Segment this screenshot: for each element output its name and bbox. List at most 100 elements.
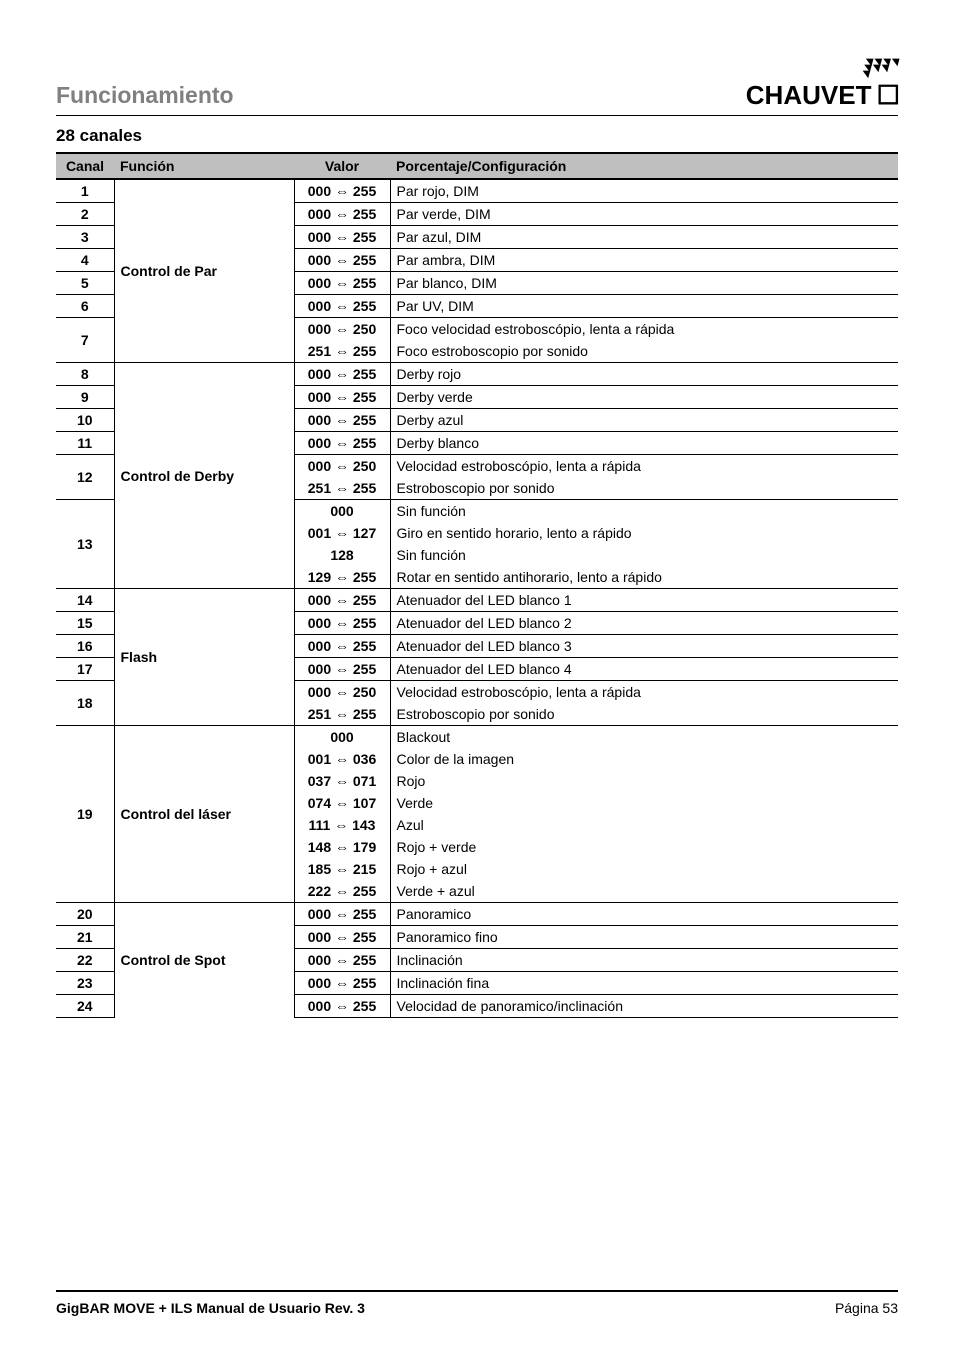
valor-cell: 000 ⇔ 255 [294,179,390,203]
table-row: 8Control de Derby000 ⇔ 255Derby rojo [56,363,898,386]
header-row: Funcionamiento ◥◥◥◥◥◥◥◥ CHAUVET ☐ [56,60,898,111]
footer-right: Página 53 [835,1300,898,1316]
config-cell: Rotar en sentido antihorario, lento a rá… [390,566,898,589]
valor-cell: 001 ⇔ 127 [294,522,390,544]
valor-cell: 000 ⇔ 255 [294,635,390,658]
valor-cell: 000 ⇔ 255 [294,226,390,249]
config-cell: Verde [390,792,898,814]
config-cell: Giro en sentido horario, lento a rápido [390,522,898,544]
canal-cell: 24 [56,995,114,1018]
canal-cell: 2 [56,203,114,226]
config-cell: Sin función [390,500,898,523]
footer: GigBAR MOVE + ILS Manual de Usuario Rev.… [56,1290,898,1316]
table-row: 20Control de Spot000 ⇔ 255Panoramico [56,903,898,926]
valor-cell: 000 ⇔ 255 [294,949,390,972]
canal-cell: 20 [56,903,114,926]
valor-cell: 000 ⇔ 250 [294,318,390,341]
valor-cell: 251 ⇔ 255 [294,340,390,363]
valor-cell: 185 ⇔ 215 [294,858,390,880]
logo-text: CHAUVET [746,80,872,110]
valor-cell: 251 ⇔ 255 [294,703,390,726]
config-cell: Derby verde [390,386,898,409]
valor-cell: 001 ⇔ 036 [294,748,390,770]
config-cell: Velocidad de panoramico/inclinación [390,995,898,1018]
config-cell: Par rojo, DIM [390,179,898,203]
subheading: 28 canales [56,126,898,146]
config-cell: Rojo + azul [390,858,898,880]
brand-logo: ◥◥◥◥◥◥◥◥ CHAUVET ☐ [746,60,898,111]
config-cell: Derby blanco [390,432,898,455]
table-row: 19Control del láser000Blackout [56,726,898,749]
table-row: 14Flash000 ⇔ 255Atenuador del LED blanco… [56,589,898,612]
canal-cell: 12 [56,455,114,500]
config-cell: Estroboscopio por sonido [390,477,898,500]
valor-cell: 000 ⇔ 255 [294,386,390,409]
footer-row: GigBAR MOVE + ILS Manual de Usuario Rev.… [56,1300,898,1316]
canal-cell: 6 [56,295,114,318]
config-cell: Par ambra, DIM [390,249,898,272]
valor-cell: 000 ⇔ 255 [294,295,390,318]
funcion-cell: Control del láser [114,726,294,903]
valor-cell: 000 ⇔ 255 [294,363,390,386]
config-cell: Atenuador del LED blanco 3 [390,635,898,658]
page: Funcionamiento ◥◥◥◥◥◥◥◥ CHAUVET ☐ 28 can… [0,0,954,1350]
valor-cell: 129 ⇔ 255 [294,566,390,589]
valor-cell: 000 ⇔ 255 [294,995,390,1018]
canal-cell: 11 [56,432,114,455]
valor-cell: 148 ⇔ 179 [294,836,390,858]
canal-cell: 7 [56,318,114,363]
config-cell: Blackout [390,726,898,749]
valor-cell: 251 ⇔ 255 [294,477,390,500]
col-valor: Valor [294,153,390,179]
canal-cell: 3 [56,226,114,249]
funcion-cell: Control de Par [114,179,294,363]
canal-cell: 22 [56,949,114,972]
config-cell: Derby rojo [390,363,898,386]
canal-cell: 10 [56,409,114,432]
section-title: Funcionamiento [56,82,234,111]
config-cell: Panoramico [390,903,898,926]
canal-cell: 21 [56,926,114,949]
table-row: 1Control de Par000 ⇔ 255Par rojo, DIM [56,179,898,203]
valor-cell: 000 ⇔ 255 [294,903,390,926]
valor-cell: 128 [294,544,390,566]
valor-cell: 000 [294,726,390,749]
valor-cell: 222 ⇔ 255 [294,880,390,903]
col-config: Porcentaje/Configuración [390,153,898,179]
config-cell: Par blanco, DIM [390,272,898,295]
canal-cell: 23 [56,972,114,995]
config-cell: Inclinación [390,949,898,972]
logo-pattern-icon: ◥◥◥◥◥◥◥◥ [861,60,901,78]
valor-cell: 074 ⇔ 107 [294,792,390,814]
funcion-cell: Flash [114,589,294,726]
config-cell: Color de la imagen [390,748,898,770]
config-cell: Atenuador del LED blanco 1 [390,589,898,612]
canal-cell: 9 [56,386,114,409]
valor-cell: 000 ⇔ 255 [294,203,390,226]
config-cell: Verde + azul [390,880,898,903]
config-cell: Atenuador del LED blanco 4 [390,658,898,681]
config-cell: Foco estroboscopio por sonido [390,340,898,363]
header-divider [56,115,898,116]
valor-cell: 000 ⇔ 255 [294,612,390,635]
table-header-row: Canal Función Valor Porcentaje/Configura… [56,153,898,179]
valor-cell: 000 ⇔ 255 [294,926,390,949]
valor-cell: 000 ⇔ 255 [294,432,390,455]
canal-cell: 13 [56,500,114,589]
valor-cell: 000 ⇔ 255 [294,972,390,995]
valor-cell: 000 ⇔ 255 [294,249,390,272]
canal-cell: 18 [56,681,114,726]
config-cell: Panoramico fino [390,926,898,949]
funcion-cell: Control de Derby [114,363,294,589]
canal-cell: 17 [56,658,114,681]
col-funcion: Función [114,153,294,179]
valor-cell: 000 ⇔ 250 [294,681,390,704]
valor-cell: 000 ⇔ 255 [294,409,390,432]
valor-cell: 000 [294,500,390,523]
valor-cell: 037 ⇔ 071 [294,770,390,792]
config-cell: Sin función [390,544,898,566]
dmx-table: Canal Función Valor Porcentaje/Configura… [56,152,898,1018]
config-cell: Azul [390,814,898,836]
valor-cell: 000 ⇔ 255 [294,658,390,681]
canal-cell: 16 [56,635,114,658]
